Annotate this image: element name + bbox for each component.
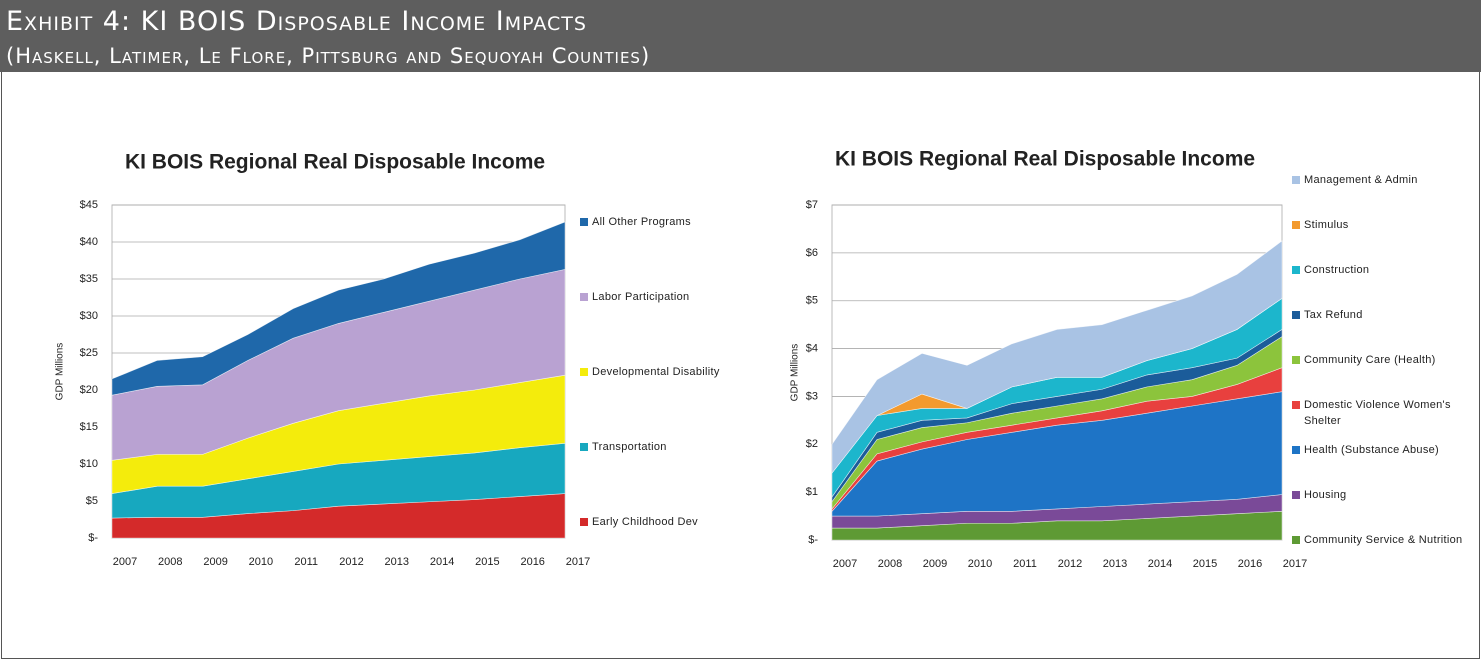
legend-label: Early Childhood Dev: [592, 516, 698, 528]
y-tick-label: $6: [806, 247, 818, 259]
y-tick-label: $10: [80, 458, 98, 470]
y-tick-label: $-: [808, 534, 818, 546]
y-tick-label: $5: [86, 495, 98, 507]
y-tick-label: $35: [80, 273, 98, 285]
legend-label: Construction: [1304, 264, 1370, 276]
legend-swatch: [1292, 536, 1300, 544]
area: [831, 240, 1283, 474]
legend-swatch: [580, 518, 588, 526]
y-tick-label: $20: [80, 384, 98, 396]
x-tick-label: 2017: [1283, 558, 1307, 570]
area: [111, 221, 566, 396]
y-tick-label: $15: [80, 421, 98, 433]
y-tick-label: $5: [806, 295, 818, 307]
x-tick-label: 2016: [1238, 558, 1262, 570]
x-tick-label: 2014: [430, 556, 454, 568]
legend-label: Tax Refund: [1304, 309, 1363, 321]
x-tick-label: 2010: [249, 556, 273, 568]
y-tick-label: $45: [80, 199, 98, 211]
legend-label: Domestic Violence Women's Shelter: [1304, 399, 1451, 427]
legend-swatch: [580, 443, 588, 451]
x-tick-label: 2017: [566, 556, 590, 568]
x-tick-label: 2015: [1193, 558, 1217, 570]
legend-swatch: [1292, 266, 1300, 274]
header-title: Exhibit 4: KI BOIS Disposable Income Imp…: [6, 6, 587, 37]
legend-swatch: [580, 368, 588, 376]
legend-swatch: [1292, 401, 1300, 409]
y-tick-label: $2: [806, 438, 818, 450]
legend-label: Developmental Disability: [592, 366, 720, 378]
header: Exhibit 4: KI BOIS Disposable Income Imp…: [0, 0, 1481, 72]
header-subtitle: (Haskell, Latimer, Le Flore, Pittsburg a…: [6, 44, 651, 68]
legend-swatch: [1292, 176, 1300, 184]
y-tick-label: $7: [806, 199, 818, 211]
legend-label: Health (Substance Abuse): [1304, 444, 1439, 456]
chart-title: KI BOIS Regional Real Disposable Income: [125, 151, 545, 174]
y-tick-label: $1: [806, 486, 818, 498]
legend-swatch: [1292, 356, 1300, 364]
y-tick-label: $40: [80, 236, 98, 248]
x-tick-label: 2013: [385, 556, 409, 568]
legend-label: Community Service & Nutrition: [1304, 534, 1463, 546]
x-tick-label: 2015: [475, 556, 499, 568]
y-tick-label: $-: [88, 532, 98, 544]
legend-label: Stimulus: [1304, 219, 1349, 231]
x-tick-label: 2007: [113, 556, 137, 568]
x-tick-label: 2008: [878, 558, 902, 570]
x-tick-label: 2007: [833, 558, 857, 570]
x-tick-label: 2009: [203, 556, 227, 568]
x-tick-label: 2011: [294, 556, 318, 568]
x-tick-label: 2014: [1148, 558, 1172, 570]
legend-label: Management & Admin: [1304, 174, 1418, 186]
legend-swatch: [1292, 446, 1300, 454]
legend-swatch: [1292, 311, 1300, 319]
legend-swatch: [580, 293, 588, 301]
y-tick-label: $4: [806, 342, 818, 354]
y-axis-label: GDP Millions: [790, 344, 801, 402]
legend-label: All Other Programs: [592, 216, 691, 228]
x-tick-label: 2010: [968, 558, 992, 570]
x-tick-label: 2011: [1013, 558, 1037, 570]
legend-label: Community Care (Health): [1304, 354, 1436, 366]
legend-label: Housing: [1304, 489, 1347, 501]
x-tick-label: 2012: [1058, 558, 1082, 570]
legend-swatch: [1292, 491, 1300, 499]
legend-label: Labor Participation: [592, 291, 690, 303]
x-tick-label: 2009: [923, 558, 947, 570]
frame: [1, 72, 1480, 659]
y-tick-label: $25: [80, 347, 98, 359]
x-tick-label: 2012: [339, 556, 363, 568]
y-tick-label: $30: [80, 310, 98, 322]
legend-label: Transportation: [592, 441, 667, 453]
y-tick-label: $3: [806, 390, 818, 402]
legend-swatch: [1292, 221, 1300, 229]
chart-title: KI BOIS Regional Real Disposable Income: [835, 148, 1255, 171]
x-tick-label: 2013: [1103, 558, 1127, 570]
x-tick-label: 2016: [520, 556, 544, 568]
x-tick-label: 2008: [158, 556, 182, 568]
y-axis-label: GDP Millions: [55, 343, 66, 401]
legend-swatch: [580, 218, 588, 226]
